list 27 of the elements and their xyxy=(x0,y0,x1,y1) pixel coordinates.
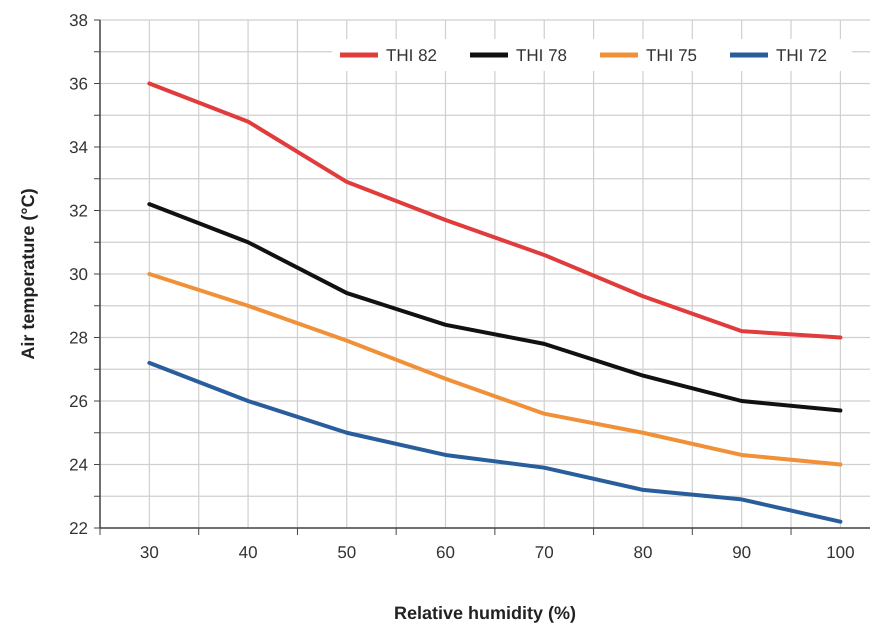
line-series xyxy=(147,360,842,524)
x-tick-label: 30 xyxy=(140,543,159,562)
x-axis-title: Relative humidity (%) xyxy=(394,603,576,623)
x-tick-label: 60 xyxy=(436,543,455,562)
legend-label: THI 75 xyxy=(646,46,698,65)
x-tick-label: 100 xyxy=(826,543,855,562)
y-tick-label: 22 xyxy=(69,518,88,538)
y-tick-label: 34 xyxy=(69,138,88,157)
legend-label: THI 72 xyxy=(776,46,828,65)
line-series xyxy=(147,202,842,413)
x-tick-label: 40 xyxy=(238,543,258,562)
x-tick-label: 70 xyxy=(534,543,554,562)
legend-label: THI 82 xyxy=(386,46,438,65)
line-series xyxy=(147,82,842,340)
x-tick-label: 50 xyxy=(337,543,356,562)
y-tick-label: 32 xyxy=(69,201,88,220)
y-tick-label: 36 xyxy=(69,74,88,94)
y-tick-label: 38 xyxy=(69,10,88,30)
y-tick-label: 30 xyxy=(69,264,88,284)
y-tick-label: 28 xyxy=(69,328,88,348)
x-tick-label: 90 xyxy=(732,543,752,562)
y-tick-label: 26 xyxy=(69,392,88,411)
x-tick-label: 80 xyxy=(633,543,652,562)
y-tick-label: 24 xyxy=(69,455,88,474)
y-axis-title: Air temperature (°C) xyxy=(18,188,38,360)
legend-label: THI 78 xyxy=(516,46,568,65)
line-series xyxy=(147,272,842,466)
